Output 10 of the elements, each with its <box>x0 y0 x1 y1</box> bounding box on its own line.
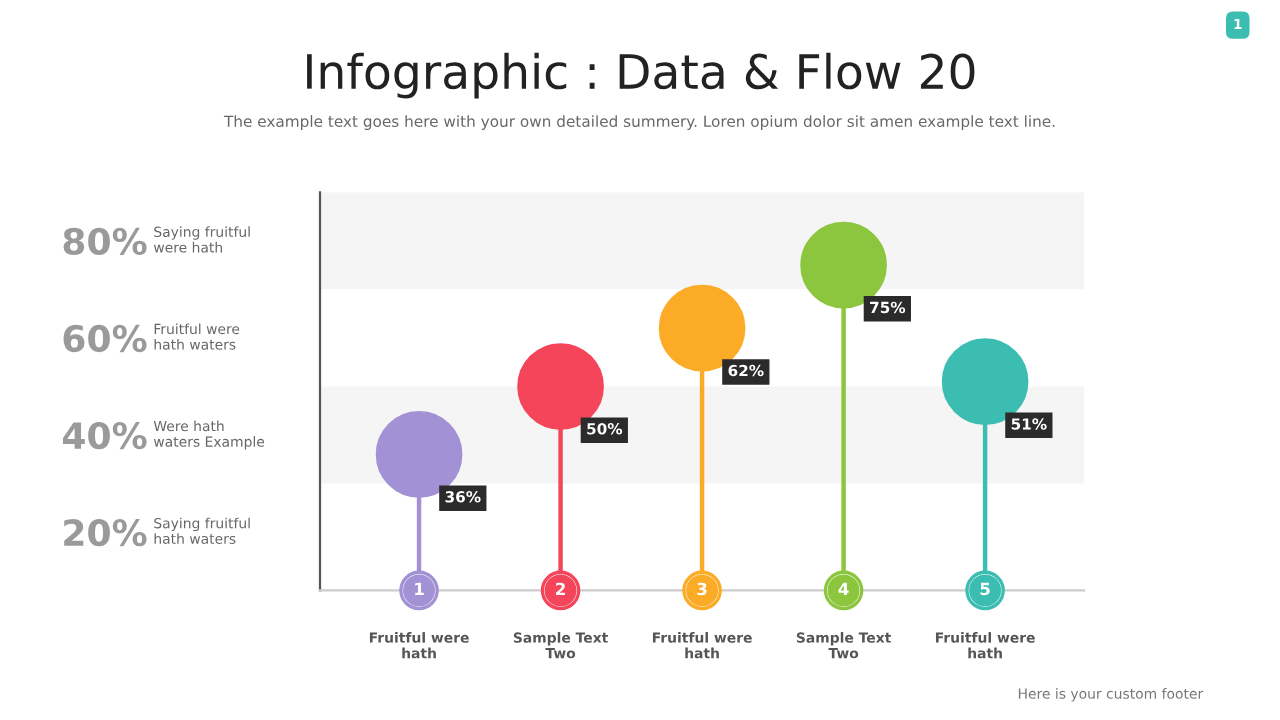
x-tick-label: 2 <box>556 582 565 595</box>
chart-title: Infographic : Data & Flow 20 <box>307 52 975 99</box>
x-tick-label: 4 <box>838 582 849 595</box>
y-tick-label: 40% <box>62 421 147 450</box>
x-tick-label: 5 <box>980 582 990 596</box>
y-tick-label: 60% <box>63 324 147 353</box>
x-tick-label: 3 <box>697 582 707 596</box>
x-tick-label: 1 <box>415 582 424 595</box>
y-tick-label: 20% <box>64 519 147 547</box>
y-tick-label: 80% <box>63 227 147 256</box>
